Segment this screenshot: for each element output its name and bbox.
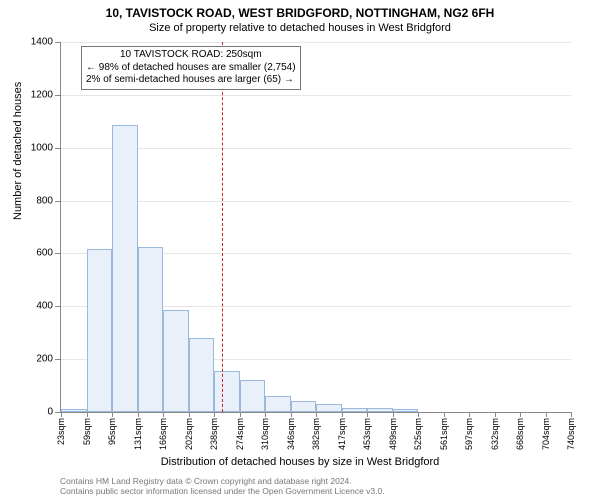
gridline — [61, 42, 571, 43]
y-tick-label: 1400 — [31, 37, 53, 48]
x-tick-label: 202sqm — [184, 418, 194, 450]
y-tick-label: 600 — [36, 248, 53, 259]
x-tick-label: 561sqm — [439, 418, 449, 450]
histogram-bar — [393, 409, 419, 412]
y-tick — [55, 253, 61, 254]
x-tick — [571, 412, 572, 417]
x-tick-label: 668sqm — [515, 418, 525, 450]
x-tick — [546, 412, 547, 417]
x-tick — [469, 412, 470, 417]
x-tick — [393, 412, 394, 417]
y-tick-label: 1000 — [31, 142, 53, 153]
x-tick — [189, 412, 190, 417]
chart-plot-area: 0200400600800100012001400 23sqm59sqm95sq… — [60, 42, 571, 413]
x-tick-label: 274sqm — [235, 418, 245, 450]
x-tick — [214, 412, 215, 417]
x-tick — [61, 412, 62, 417]
annotation-line: 10 TAVISTOCK ROAD: 250sqm — [86, 49, 296, 62]
y-tick-label: 800 — [36, 195, 53, 206]
x-tick — [495, 412, 496, 417]
footer-line-1: Contains HM Land Registry data © Crown c… — [60, 476, 385, 486]
histogram-bar — [316, 404, 342, 412]
x-tick — [316, 412, 317, 417]
x-tick-label: 382sqm — [311, 418, 321, 450]
x-tick-label: 59sqm — [82, 418, 92, 445]
footer-line-2: Contains public sector information licen… — [60, 486, 385, 496]
x-tick-label: 632sqm — [490, 418, 500, 450]
gridline — [61, 95, 571, 96]
x-tick-label: 238sqm — [209, 418, 219, 450]
annotation-line: 2% of semi-detached houses are larger (6… — [86, 74, 296, 87]
histogram-bar — [61, 409, 87, 412]
histogram-bar — [367, 408, 393, 412]
gridline — [61, 201, 571, 202]
y-tick-label: 200 — [36, 354, 53, 365]
chart-title-main: 10, TAVISTOCK ROAD, WEST BRIDGFORD, NOTT… — [0, 0, 600, 20]
histogram-bar — [87, 249, 113, 412]
x-tick-label: 346sqm — [286, 418, 296, 450]
x-tick — [520, 412, 521, 417]
x-tick-label: 166sqm — [158, 418, 168, 450]
y-tick-label: 0 — [47, 407, 53, 418]
x-tick-label: 525sqm — [413, 418, 423, 450]
x-tick-label: 704sqm — [541, 418, 551, 450]
histogram-bar — [342, 408, 368, 412]
y-tick — [55, 148, 61, 149]
histogram-bar — [240, 380, 266, 412]
y-tick — [55, 42, 61, 43]
y-tick — [55, 201, 61, 202]
x-tick — [367, 412, 368, 417]
x-tick — [112, 412, 113, 417]
y-tick — [55, 359, 61, 360]
marker-vertical-line — [222, 42, 223, 412]
x-tick — [291, 412, 292, 417]
x-tick-label: 417sqm — [337, 418, 347, 450]
y-tick — [55, 95, 61, 96]
x-tick-label: 489sqm — [388, 418, 398, 450]
x-tick-label: 23sqm — [56, 418, 66, 445]
x-tick-label: 740sqm — [566, 418, 576, 450]
histogram-bar — [291, 401, 317, 412]
x-axis-title: Distribution of detached houses by size … — [0, 456, 600, 468]
gridline — [61, 148, 571, 149]
x-tick — [87, 412, 88, 417]
annotation-box: 10 TAVISTOCK ROAD: 250sqm← 98% of detach… — [81, 46, 301, 90]
x-tick — [265, 412, 266, 417]
x-tick-label: 453sqm — [362, 418, 372, 450]
y-tick-label: 400 — [36, 301, 53, 312]
y-tick-label: 1200 — [31, 89, 53, 100]
histogram-bar — [214, 371, 240, 412]
histogram-bar — [189, 338, 215, 412]
histogram-bar — [112, 125, 138, 412]
x-tick-label: 131sqm — [133, 418, 143, 450]
histogram-bar — [163, 310, 189, 412]
chart-title-sub: Size of property relative to detached ho… — [0, 20, 600, 34]
histogram-bar — [265, 396, 291, 412]
x-tick-label: 310sqm — [260, 418, 270, 450]
x-tick — [138, 412, 139, 417]
annotation-line: ← 98% of detached houses are smaller (2,… — [86, 62, 296, 75]
x-tick — [418, 412, 419, 417]
x-tick — [444, 412, 445, 417]
x-tick — [163, 412, 164, 417]
x-tick — [342, 412, 343, 417]
x-tick-label: 95sqm — [107, 418, 117, 445]
y-axis-title: Number of detached houses — [12, 82, 24, 220]
x-tick-label: 597sqm — [464, 418, 474, 450]
x-tick — [240, 412, 241, 417]
footer-credits: Contains HM Land Registry data © Crown c… — [60, 476, 385, 496]
histogram-bar — [138, 247, 164, 412]
y-tick — [55, 306, 61, 307]
